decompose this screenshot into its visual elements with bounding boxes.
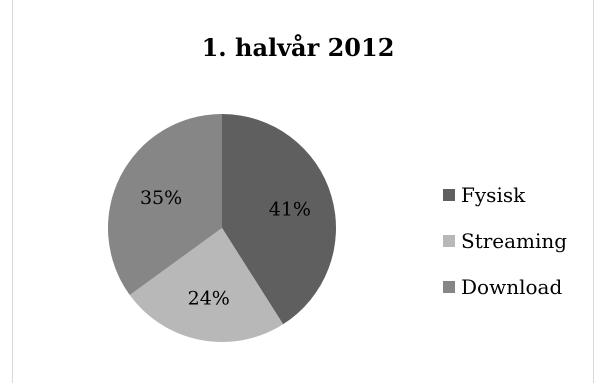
slice-label-fysisk: 41%	[269, 198, 311, 220]
legend-swatch-download	[443, 281, 455, 293]
legend-label-streaming: Streaming	[461, 229, 568, 253]
legend-item-download: Download	[443, 264, 567, 310]
pie-slices	[108, 114, 336, 342]
legend-item-fysisk: Fysisk	[443, 172, 567, 218]
pie-slice-download	[108, 114, 222, 296]
slice-label-streaming: 24%	[188, 287, 230, 309]
legend-swatch-streaming	[443, 235, 455, 247]
legend-item-streaming: Streaming	[443, 218, 567, 264]
pie-slice-fysisk	[222, 114, 336, 325]
legend-label-download: Download	[461, 275, 563, 299]
legend-label-fysisk: Fysisk	[461, 183, 526, 207]
legend-swatch-fysisk	[443, 189, 455, 201]
pie-slice-labels: 41% 24% 35%	[140, 187, 311, 309]
chart-title: 1. halvår 2012	[201, 33, 395, 62]
legend: Fysisk Streaming Download	[443, 172, 567, 310]
slice-label-download: 35%	[140, 187, 182, 209]
pie-slice-streaming	[129, 228, 284, 342]
